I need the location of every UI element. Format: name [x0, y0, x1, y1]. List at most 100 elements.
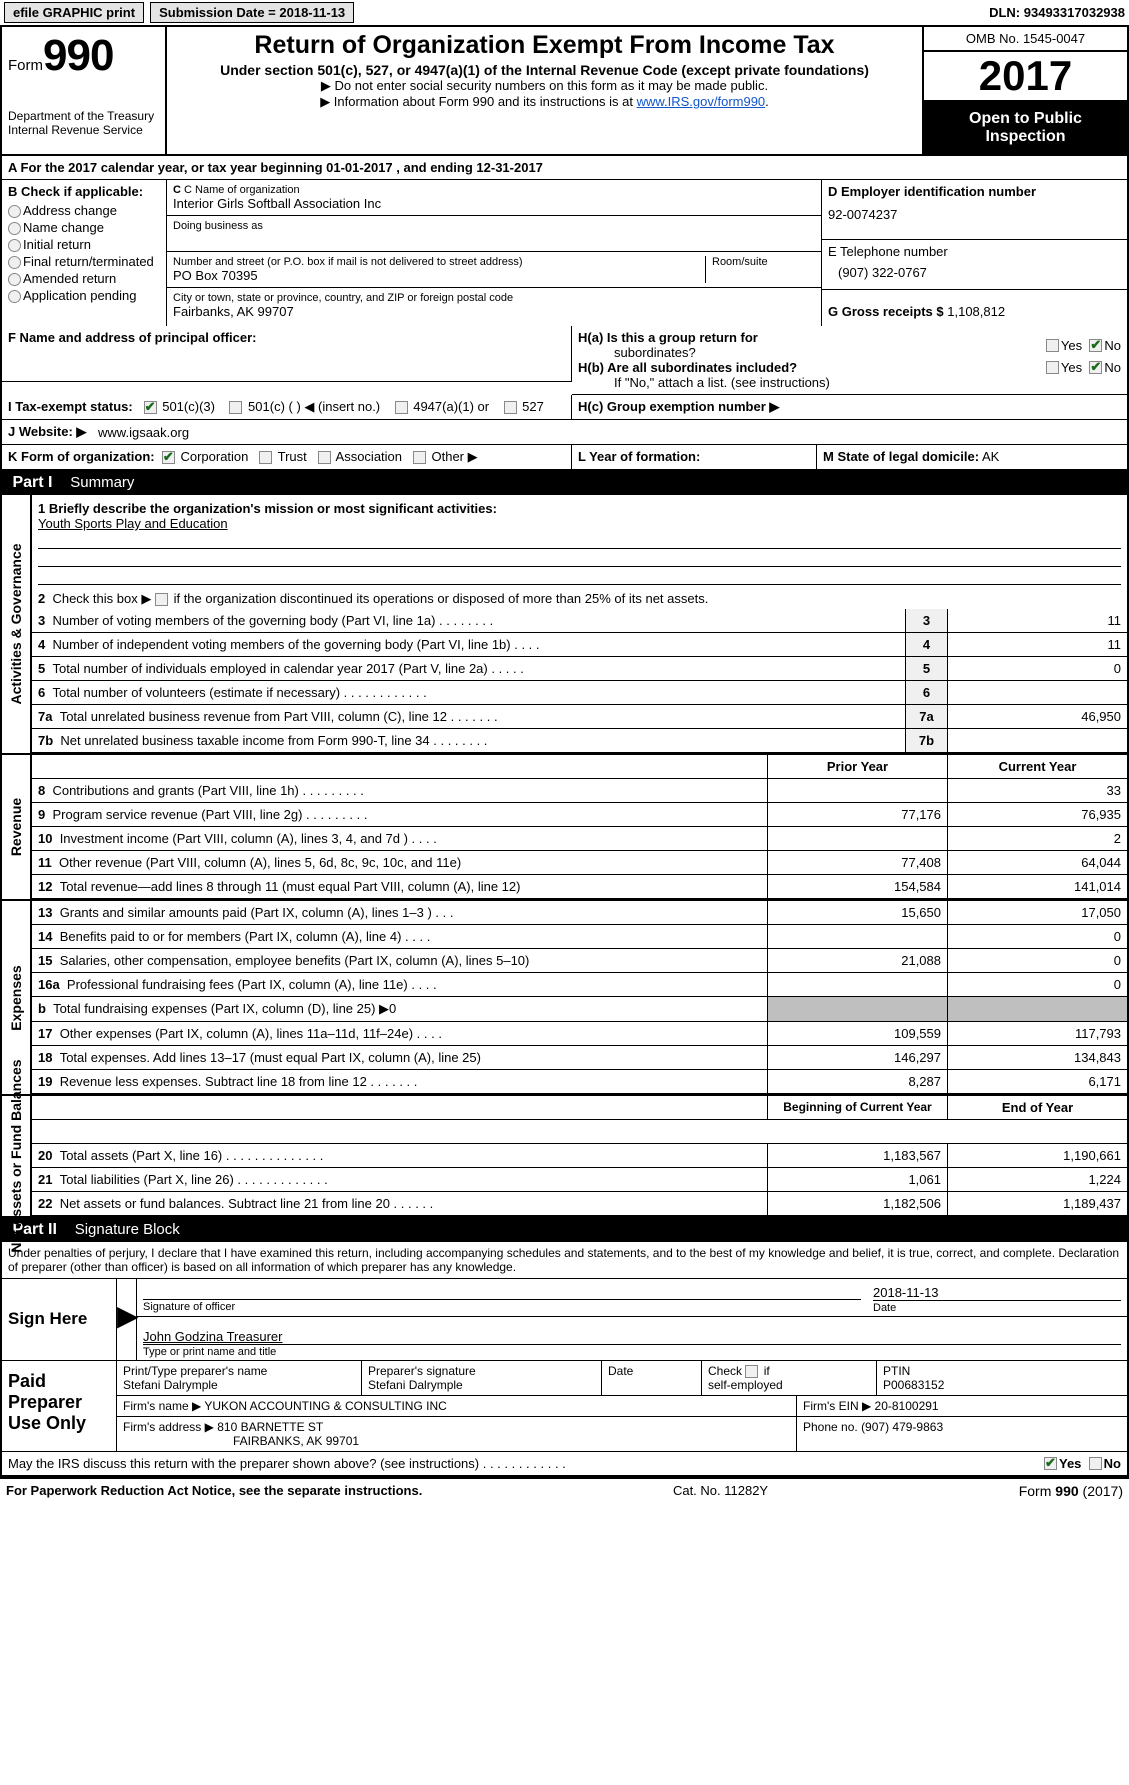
ptin-label: PTIN — [883, 1364, 1121, 1378]
form-prefix: Form — [8, 57, 43, 74]
submission-date-label: Submission Date = — [159, 5, 276, 20]
k-trust[interactable] — [259, 451, 272, 464]
B-label: B Check if applicable: — [8, 184, 160, 199]
summary-row: 20 Total assets (Part X, line 16) . . . … — [32, 1144, 1127, 1168]
pp-name-label: Print/Type preparer's name — [123, 1364, 355, 1378]
dln-label: DLN: — [989, 5, 1020, 20]
summary-row: 7b Net unrelated business taxable income… — [32, 729, 1127, 753]
i-501c3[interactable] — [144, 401, 157, 414]
footer-left: For Paperwork Reduction Act Notice, see … — [6, 1483, 422, 1499]
m-label: M State of legal domicile: — [823, 449, 979, 464]
firm-addr-label: Firm's address ▶ — [123, 1420, 214, 1434]
part-1-header: Part I Summary — [0, 471, 1129, 495]
ha-sub: subordinates? — [578, 345, 696, 360]
omb-number: OMB No. 1545-0047 — [924, 27, 1127, 52]
city-value: Fairbanks, AK 99707 — [173, 304, 815, 319]
i-4947[interactable] — [395, 401, 408, 414]
side-revenue: Revenue — [2, 755, 32, 899]
hb-label: H(b) Are all subordinates included? — [578, 360, 797, 375]
k-other[interactable] — [413, 451, 426, 464]
c-name-label: C Name of organization — [184, 184, 300, 196]
cell-org-name: C C Name of organization Interior Girls … — [167, 180, 821, 216]
efile-print-button[interactable]: efile GRAPHIC print — [4, 2, 144, 23]
part1-label: Part I — [12, 474, 52, 491]
section-FHIJK: F Name and address of principal officer:… — [0, 326, 1129, 471]
signature-block: Under penalties of perjury, I declare th… — [0, 1242, 1129, 1477]
k-corp[interactable] — [162, 451, 175, 464]
chk-final-return[interactable]: Final return/terminated — [8, 254, 160, 269]
d-label: D Employer identification number — [828, 184, 1036, 199]
cell-phone: E Telephone number (907) 322-0767 — [822, 240, 1127, 290]
hb-no[interactable] — [1089, 361, 1102, 374]
summary-row: 14 Benefits paid to or for members (Part… — [32, 925, 1127, 949]
note2-prefix: ▶ Information about Form 990 and its ins… — [320, 94, 636, 109]
chk-application-pending[interactable]: Application pending — [8, 288, 160, 303]
side-governance: Activities & Governance — [2, 495, 32, 753]
e-label: E Telephone number — [828, 244, 1121, 259]
irs-link[interactable]: www.IRS.gov/form990 — [637, 94, 766, 109]
summary-row: 19 Revenue less expenses. Subtract line … — [32, 1070, 1127, 1094]
sig-name: John Godzina Treasurer — [143, 1329, 282, 1344]
i-501c[interactable] — [229, 401, 242, 414]
firm-phone-label: Phone no. — [803, 1420, 858, 1434]
page-footer: For Paperwork Reduction Act Notice, see … — [0, 1477, 1129, 1503]
sig-date-val: 2018-11-13 — [873, 1285, 1121, 1300]
sig-name-cap: Type or print name and title — [143, 1344, 1121, 1358]
hb-note: If "No," attach a list. (see instruction… — [578, 375, 1121, 390]
phone-value: (907) 322-0767 — [828, 265, 1121, 280]
part1-sub: Summary — [70, 474, 134, 491]
pp-sig: Stefani Dalrymple — [368, 1378, 595, 1392]
col-DEG: D Employer identification number 92-0074… — [822, 180, 1127, 326]
summary-row: 9 Program service revenue (Part VIII, li… — [32, 803, 1127, 827]
row-A: A For the 2017 calendar year, or tax yea… — [2, 156, 1127, 180]
cell-I: I Tax-exempt status: 501(c)(3) 501(c) ( … — [2, 395, 572, 420]
block-revenue: Revenue Prior Year Current Year 8 Contri… — [0, 755, 1129, 901]
l1-value: Youth Sports Play and Education — [38, 516, 228, 531]
summary-row: 6 Total number of volunteers (estimate i… — [32, 681, 1127, 705]
summary-row: 18 Total expenses. Add lines 13–17 (must… — [32, 1046, 1127, 1070]
cell-K: K Form of organization: Corporation Trus… — [2, 445, 572, 469]
pp-name: Stefani Dalrymple — [123, 1378, 355, 1392]
open-to-public: Open to Public Inspection — [924, 102, 1127, 154]
chk-amended[interactable]: Amended return — [8, 271, 160, 286]
hb-yes[interactable] — [1046, 361, 1059, 374]
discuss-yes[interactable] — [1044, 1457, 1057, 1470]
submission-date-value: 2018-11-13 — [279, 5, 345, 20]
chk-initial-return[interactable]: Initial return — [8, 237, 160, 252]
summary-row: 22 Net assets or fund balances. Subtract… — [32, 1192, 1127, 1216]
form-note-1: ▶ Do not enter social security numbers o… — [175, 78, 914, 94]
ha-no[interactable] — [1089, 339, 1102, 352]
summary-row: 10 Investment income (Part VIII, column … — [32, 827, 1127, 851]
k-assoc[interactable] — [318, 451, 331, 464]
cell-dba: Doing business as — [167, 216, 821, 252]
summary-row: 4 Number of independent voting members o… — [32, 633, 1127, 657]
block-netassets: Net Assets or Fund Balances Beginning of… — [0, 1096, 1129, 1218]
pp-sig-label: Preparer's signature — [368, 1364, 595, 1378]
i-527[interactable] — [504, 401, 517, 414]
chk-name-change[interactable]: Name change — [8, 220, 160, 235]
part-2-header: Part II Signature Block — [0, 1218, 1129, 1242]
hc-label: H(c) Group exemption number ▶ — [578, 399, 779, 414]
chk-address-change[interactable]: Address change — [8, 203, 160, 218]
l2-checkbox[interactable] — [155, 593, 168, 606]
cell-M: M State of legal domicile: AK — [817, 445, 1127, 469]
addr-label: Number and street (or P.O. box if mail i… — [173, 256, 705, 268]
summary-row: 3 Number of voting members of the govern… — [32, 609, 1127, 633]
header-center: Return of Organization Exempt From Incom… — [167, 27, 922, 154]
form-note-2: ▶ Information about Form 990 and its ins… — [175, 94, 914, 110]
cell-Hc: H(c) Group exemption number ▶ — [572, 395, 1127, 420]
side-net: Net Assets or Fund Balances — [2, 1096, 32, 1216]
pp-selfemployed: Check ifself-employed — [702, 1361, 877, 1395]
self-employed-check[interactable] — [745, 1365, 758, 1378]
discuss-no[interactable] — [1089, 1457, 1102, 1470]
col-C: C C Name of organization Interior Girls … — [167, 180, 822, 326]
form-subtitle: Under section 501(c), 527, or 4947(a)(1)… — [175, 62, 914, 78]
footer-right: Form 990 (2017) — [1019, 1483, 1123, 1499]
cell-gross: G Gross receipts $ 1,108,812 — [822, 290, 1127, 326]
discuss-row: May the IRS discuss this return with the… — [2, 1452, 1127, 1475]
ha-yes[interactable] — [1046, 339, 1059, 352]
sig-date-cap: Date — [873, 1300, 1121, 1314]
form-title: Return of Organization Exempt From Incom… — [175, 31, 914, 60]
paid-preparer: Paid Preparer Use Only — [2, 1361, 117, 1451]
firm-name: YUKON ACCOUNTING & CONSULTING INC — [204, 1399, 446, 1413]
